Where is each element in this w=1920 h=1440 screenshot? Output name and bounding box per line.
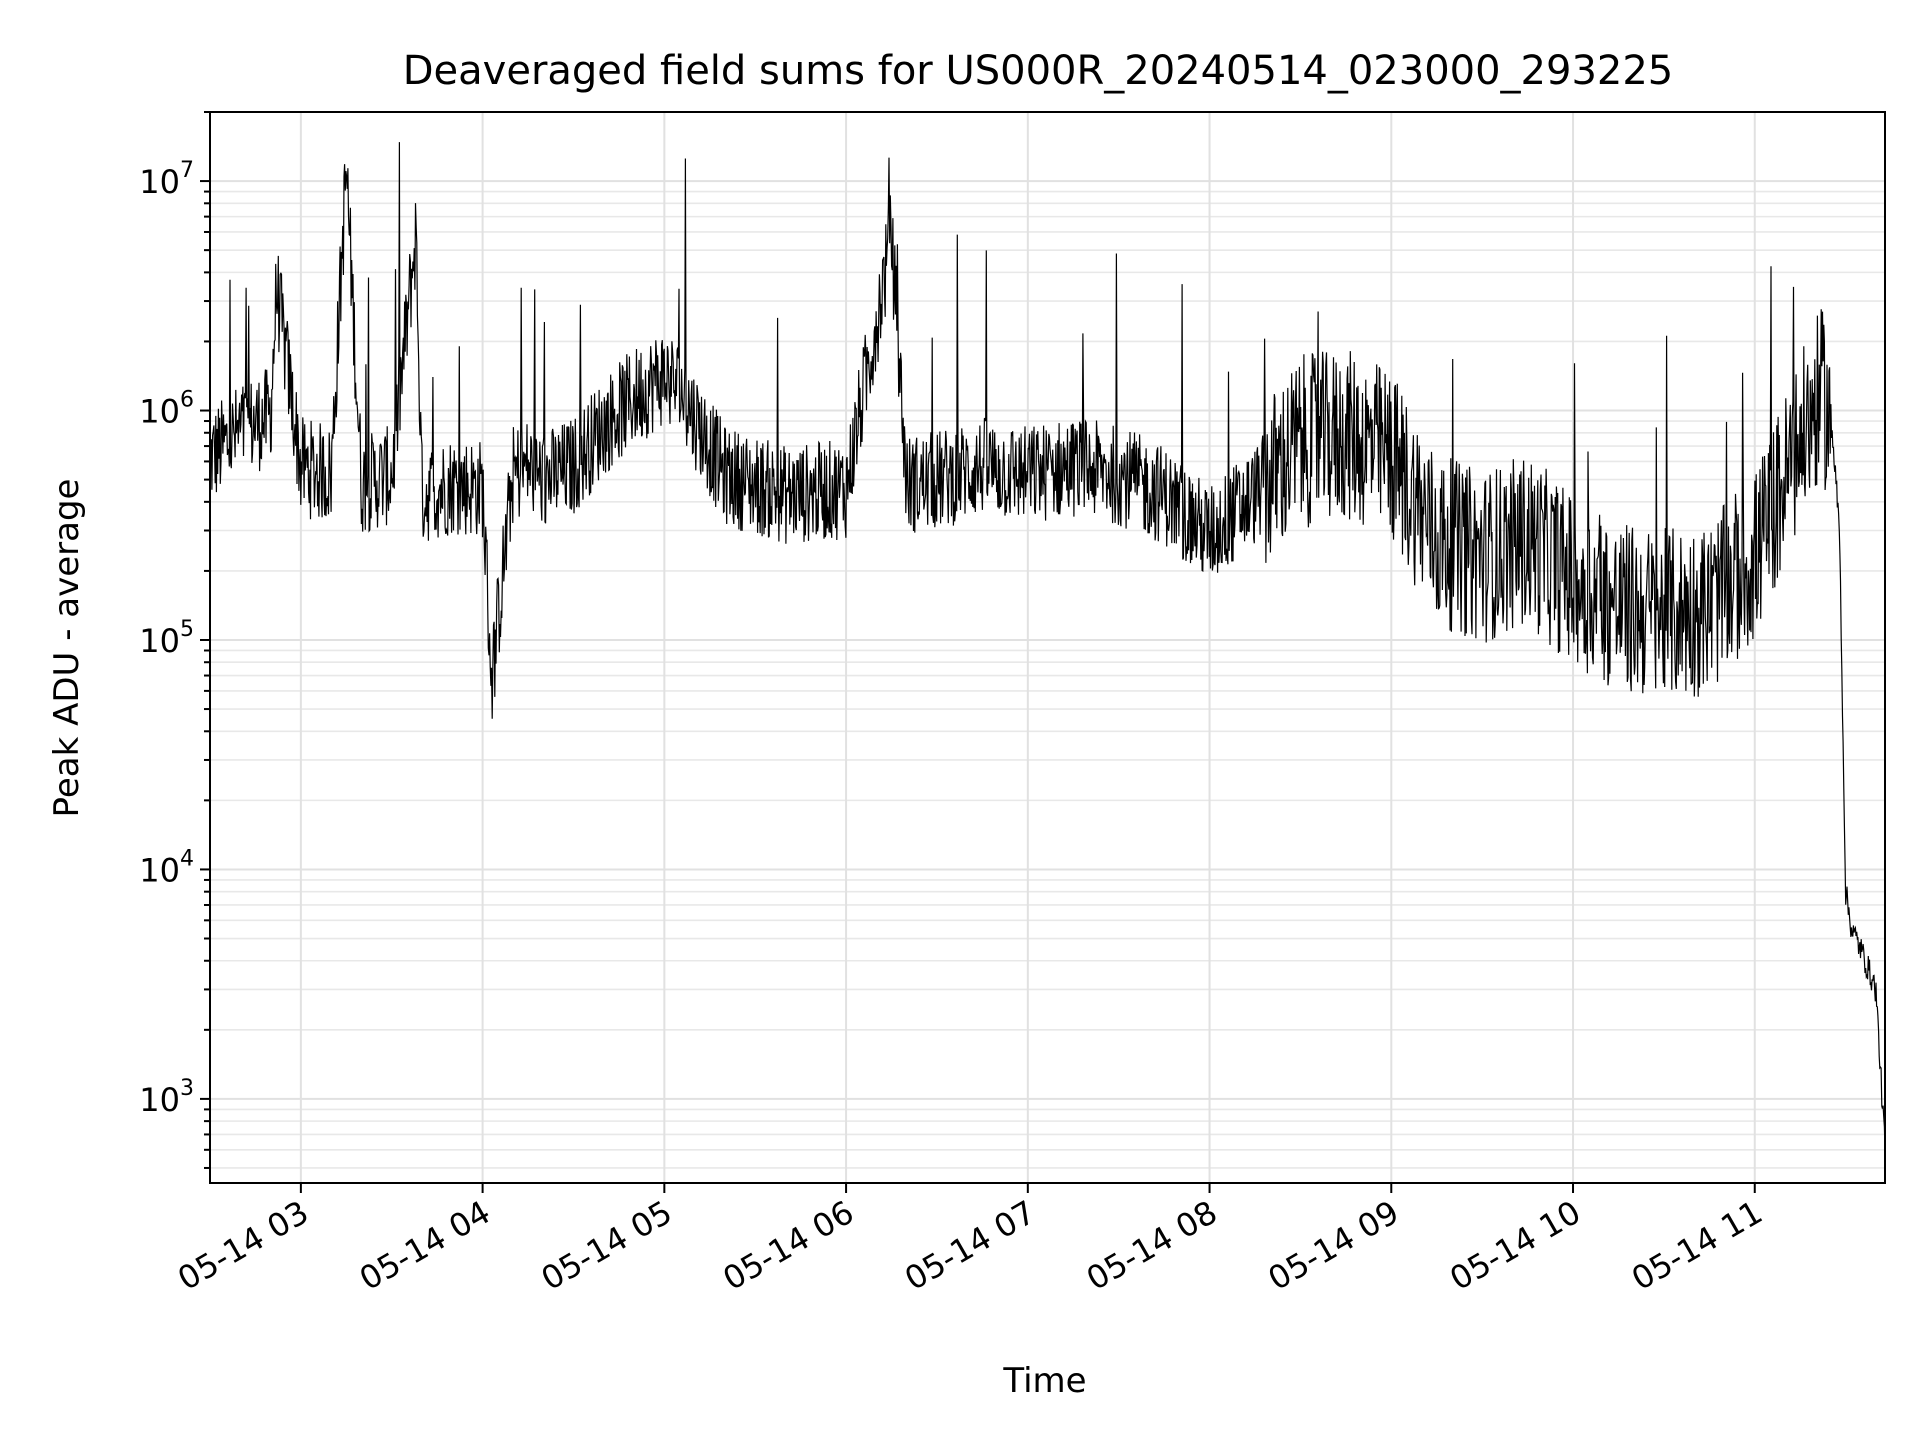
x-tick-label: 05-14 11 <box>1625 1193 1769 1298</box>
y-tick-label: 107 <box>139 158 194 201</box>
y-tick-label: 104 <box>139 846 194 889</box>
y-tick-label: 105 <box>139 617 194 660</box>
y-tick-label: 106 <box>139 388 194 431</box>
plot-frame <box>209 111 1886 1184</box>
x-tick-label: 05-14 05 <box>535 1193 679 1298</box>
x-tick-label: 05-14 06 <box>716 1193 860 1298</box>
y-tick-label: 103 <box>139 1076 194 1119</box>
series-line <box>209 142 1886 1153</box>
x-tick-label: 05-14 04 <box>353 1193 497 1298</box>
plot-area <box>209 142 1886 1153</box>
chart-title: Deaveraged field sums for US000R_2024051… <box>403 48 1674 94</box>
x-axis-label: Time <box>1002 1361 1086 1401</box>
x-axis: 05-14 03 05-14 04 05-14 05 05-14 06 05-14 07… <box>171 1183 1769 1298</box>
x-tick-label: 05-14 09 <box>1262 1193 1406 1298</box>
y-axis-label: Peak ADU - average <box>47 479 87 818</box>
x-tick-label: 05-14 07 <box>898 1193 1042 1298</box>
x-tick-label: 05-14 08 <box>1080 1193 1224 1298</box>
x-tick-label: 05-14 03 <box>171 1193 315 1298</box>
y-axis: 103 104 105 106 107 <box>139 111 210 1169</box>
x-tick-label: 05-14 10 <box>1443 1193 1587 1298</box>
